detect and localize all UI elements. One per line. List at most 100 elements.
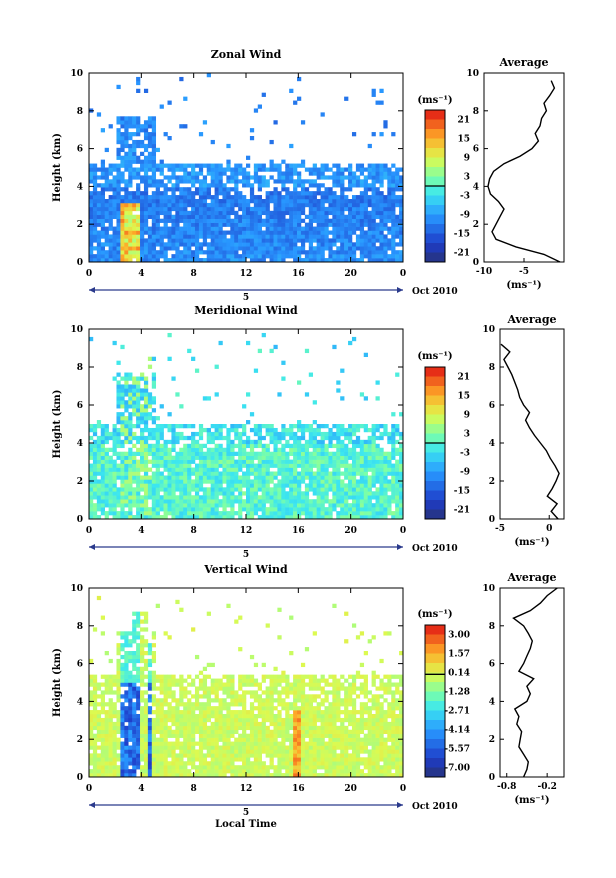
- heatmap-cell: [164, 742, 168, 746]
- heatmap-cell: [152, 487, 156, 491]
- heatmap-cell: [222, 749, 226, 753]
- heatmap-cell: [340, 187, 344, 191]
- heatmap-cell: [124, 464, 128, 468]
- heatmap-cell: [297, 207, 301, 211]
- heatmap-cell: [340, 369, 344, 373]
- heatmap-cell: [199, 702, 203, 706]
- heatmap-cell: [321, 195, 325, 199]
- heatmap-cell: [101, 440, 105, 444]
- heatmap-cell: [301, 428, 305, 432]
- heatmap-cell: [109, 199, 113, 203]
- heatmap-cell: [230, 472, 234, 476]
- heatmap-cell: [199, 694, 203, 698]
- heatmap-cell: [391, 227, 395, 231]
- heatmap-cell: [313, 400, 317, 404]
- heatmap-cell: [340, 507, 344, 511]
- heatmap-cell: [97, 738, 101, 742]
- heatmap-cell: [160, 698, 164, 702]
- heatmap-cell: [183, 718, 187, 722]
- heatmap-cell: [156, 250, 160, 254]
- heatmap-cell: [144, 120, 148, 124]
- heatmap-cell: [105, 227, 109, 231]
- heatmap-cell: [124, 199, 128, 203]
- heatmap-cell: [93, 690, 97, 694]
- heatmap-cell: [395, 175, 399, 179]
- heatmap-cell: [140, 377, 144, 381]
- heatmap-cell: [148, 428, 152, 432]
- heatmap-cell: [364, 199, 368, 203]
- heatmap-cell: [120, 384, 124, 388]
- heatmap-cell: [372, 254, 376, 258]
- heatmap-cell: [187, 211, 191, 215]
- heatmap-cell: [226, 238, 230, 242]
- heatmap-cell: [364, 456, 368, 460]
- heatmap-cell: [340, 472, 344, 476]
- heatmap-cell: [297, 436, 301, 440]
- heatmap-cell: [191, 171, 195, 175]
- heatmap-cell: [156, 436, 160, 440]
- heatmap-cell: [215, 207, 219, 211]
- heatmap-cell: [368, 242, 372, 246]
- heatmap-cell: [101, 690, 105, 694]
- heatmap-cell: [101, 234, 105, 238]
- heatmap-cell: [246, 460, 250, 464]
- heatmap-cell: [156, 495, 160, 499]
- heatmap-cell: [152, 128, 156, 132]
- heatmap-cell: [238, 199, 242, 203]
- heatmap-cell: [372, 171, 376, 175]
- heatmap-cell: [262, 223, 266, 227]
- heatmap-cell: [207, 234, 211, 238]
- heatmap-cell: [168, 726, 172, 730]
- heatmap-cell: [179, 238, 183, 242]
- heatmap-cell: [246, 164, 250, 168]
- heatmap-cell: [379, 503, 383, 507]
- heatmap-cell: [270, 436, 274, 440]
- heatmap-cell: [285, 187, 289, 191]
- heatmap-cell: [179, 722, 183, 726]
- heatmap-cell: [250, 738, 254, 742]
- heatmap-cell: [156, 765, 160, 769]
- heatmap-cell: [175, 254, 179, 258]
- heatmap-cell: [183, 436, 187, 440]
- average-y-tick-label: 8: [473, 107, 479, 117]
- heatmap-cell: [238, 179, 242, 183]
- heatmap-cell: [219, 187, 223, 191]
- heatmap-cell: [238, 726, 242, 730]
- heatmap-cell: [124, 468, 128, 472]
- heatmap-cell: [273, 234, 277, 238]
- heatmap-cell: [230, 769, 234, 773]
- heatmap-cell: [195, 440, 199, 444]
- heatmap-cell: [246, 231, 250, 235]
- heatmap-cell: [97, 495, 101, 499]
- heatmap-cell: [230, 211, 234, 215]
- heatmap-cell: [116, 694, 120, 698]
- heatmap-cell: [383, 464, 387, 468]
- heatmap-cell: [168, 690, 172, 694]
- heatmap-cell: [195, 369, 199, 373]
- heatmap-cell: [211, 231, 215, 235]
- heatmap-cell: [120, 483, 124, 487]
- heatmap-cell: [93, 227, 97, 231]
- heatmap-cell: [93, 468, 97, 472]
- heatmap-cell: [124, 483, 128, 487]
- heatmap-cell: [187, 242, 191, 246]
- heatmap-cell: [144, 128, 148, 132]
- heatmap-cell: [140, 698, 144, 702]
- heatmap-cell: [226, 191, 230, 195]
- heatmap-cell: [309, 219, 313, 223]
- heatmap-cell: [105, 690, 109, 694]
- heatmap-cell: [124, 128, 128, 132]
- heatmap-cell: [93, 503, 97, 507]
- heatmap-cell: [160, 464, 164, 468]
- heatmap-cell: [297, 171, 301, 175]
- heatmap-cell: [395, 483, 399, 487]
- heatmap-cell: [348, 234, 352, 238]
- heatmap-cell: [234, 460, 238, 464]
- heatmap-cell: [183, 679, 187, 683]
- heatmap-cell: [183, 487, 187, 491]
- heatmap-cell: [273, 432, 277, 436]
- heatmap-cell: [156, 722, 160, 726]
- heatmap-cell: [305, 238, 309, 242]
- heatmap-cell: [168, 765, 172, 769]
- heatmap-cell: [89, 753, 93, 757]
